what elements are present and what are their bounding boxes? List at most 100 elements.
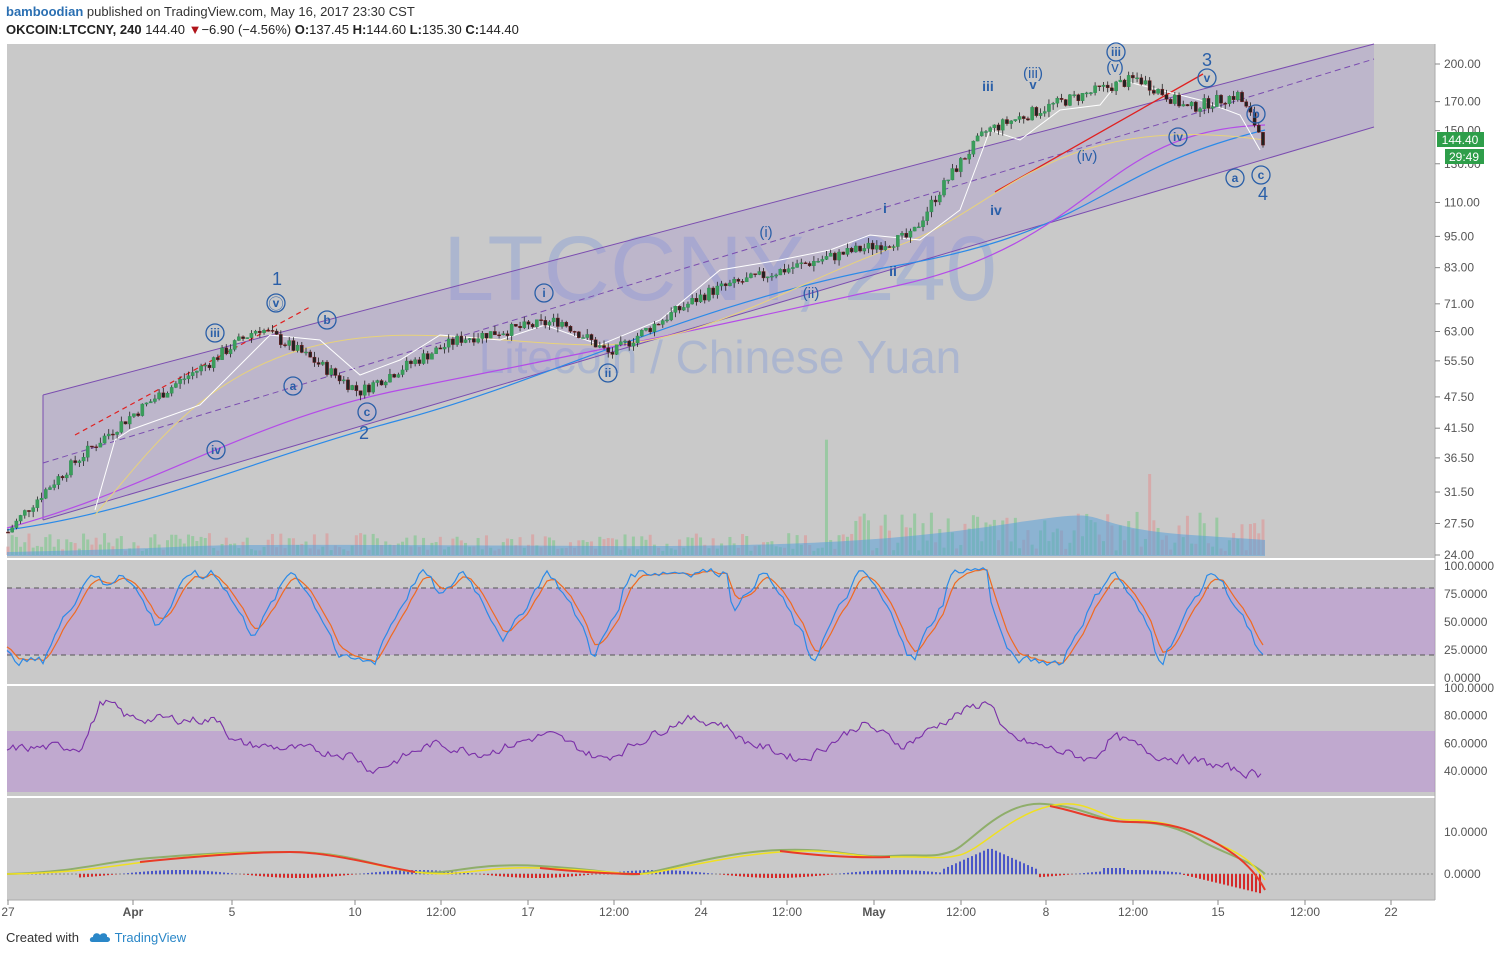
rsi-pane[interactable]: [7, 686, 1435, 796]
candle-body: [1231, 96, 1236, 100]
volume-bar: [631, 536, 635, 555]
wave3-trend-line[interactable]: [994, 73, 1204, 193]
candle-body: [1021, 116, 1026, 119]
ema-fast-line[interactable]: [94, 79, 1261, 511]
last-price: 144.40: [145, 22, 185, 37]
candle-body: [938, 194, 942, 203]
candle-body: [778, 269, 783, 276]
candle-body: [346, 379, 350, 390]
price-tick-label: 170.00: [1444, 95, 1481, 109]
candle-body: [203, 364, 208, 367]
high-value: 144.60: [366, 22, 407, 37]
volume-bar: [1261, 519, 1265, 555]
countdown-badge: [1445, 149, 1484, 164]
candle-body: [169, 387, 174, 394]
ema-long-line[interactable]: [6, 129, 1266, 531]
candle-body: [900, 233, 904, 236]
candle-body: [996, 124, 1001, 131]
ema-short-line[interactable]: [94, 134, 1266, 516]
circled-wave-iii: iii: [205, 323, 225, 343]
chart-canvas[interactable]: LTCCNY, 240 Litecoin / Chinese Yuan 1 2 …: [0, 0, 1506, 930]
candle-body: [698, 294, 703, 303]
candle-body: [497, 334, 501, 337]
circled-wave-v: v: [266, 293, 286, 313]
wave-circle-text: v: [1204, 71, 1211, 85]
wave-circle-text: i: [542, 286, 545, 300]
time-tick-label: 15: [1211, 905, 1225, 919]
candle-body: [958, 158, 963, 172]
candle-body: [971, 140, 976, 155]
price-axis[interactable]: 200.00170.00150.00130.00110.0095.0083.00…: [1435, 57, 1481, 562]
channel-mid-line[interactable]: [42, 58, 1375, 464]
created-with-text: Created with: [6, 930, 79, 945]
open-value: 137.45: [309, 22, 349, 37]
candle-body: [77, 460, 82, 463]
footer: Created with TradingView: [6, 930, 186, 945]
candle-body: [786, 268, 791, 273]
volume-bar: [107, 542, 111, 555]
author-name[interactable]: bamboodian: [6, 4, 84, 19]
volume-bar: [40, 546, 44, 555]
volume-bar: [82, 533, 86, 555]
candle-body: [48, 487, 52, 490]
wave-labels: 1 2 3 4 i ii iii iv (i) (ii) (iii) (iv) …: [268, 50, 1268, 443]
candle-body: [1009, 120, 1013, 124]
candle-body: [833, 252, 837, 261]
candle-body: [1143, 80, 1148, 85]
wave-circle: [534, 283, 554, 303]
circled-wave-c: c: [1251, 165, 1271, 185]
candle-body: [404, 360, 409, 371]
candle-body: [400, 369, 405, 375]
wave-circle: [598, 363, 618, 383]
volume-bar: [1215, 517, 1219, 555]
wave-label-2: 2: [359, 423, 369, 443]
candle-body: [522, 321, 527, 328]
candle-body: [1181, 104, 1186, 107]
candle-body: [824, 256, 829, 260]
volume-bar: [27, 533, 31, 555]
candle-body: [379, 380, 384, 386]
wave-circle: [1251, 165, 1271, 185]
stoch-k-line[interactable]: [6, 567, 1264, 667]
candle-body: [917, 226, 921, 229]
candle-body: [581, 337, 585, 339]
candle-body: [409, 360, 413, 364]
candle-body: [115, 432, 119, 435]
rsi-line[interactable]: [6, 699, 1262, 779]
volume-bar: [279, 533, 283, 555]
macd-pane[interactable]: [7, 798, 1435, 900]
volume-bar: [103, 533, 107, 555]
candle-body: [803, 262, 808, 264]
candle-body: [308, 351, 313, 358]
volume-bar: [640, 536, 644, 555]
price-pane[interactable]: [7, 44, 1435, 558]
candle-body: [81, 457, 86, 462]
volume-bar: [35, 545, 39, 555]
wave-circle-text: ii: [605, 366, 612, 380]
tradingview-brand-link[interactable]: TradingView: [114, 930, 187, 945]
stoch-tick-label: 50.0000: [1444, 615, 1488, 629]
candle-body: [1236, 92, 1240, 100]
candle-body: [262, 330, 266, 333]
candle-body: [434, 347, 438, 354]
candle-body: [354, 385, 359, 391]
candle-body: [182, 378, 187, 381]
stoch-tick-label: 75.0000: [1444, 587, 1488, 601]
candle-body: [119, 421, 124, 433]
candle-body: [572, 331, 577, 333]
candle-body: [560, 322, 564, 327]
candle-body: [984, 131, 988, 133]
price-candles[interactable]: [6, 71, 1265, 534]
candle-body: [782, 269, 787, 273]
candle-body: [1135, 77, 1139, 80]
candle-body: [438, 347, 443, 350]
circled-wave-ii: ii: [598, 363, 618, 383]
time-axis[interactable]: 27 Apr 5 10 12:00 17 12:00 24 12:00 May 12:00 8 12:0…: [1, 900, 1398, 919]
candle-body: [266, 330, 271, 332]
volume-bar: [270, 533, 274, 555]
published-text: published on TradingView.com, May 16, 20…: [86, 4, 415, 19]
wave-circle: [266, 293, 286, 313]
stoch-tick-label: 25.0000: [1444, 643, 1488, 657]
candle-body: [564, 322, 569, 327]
candle-body: [875, 245, 879, 250]
